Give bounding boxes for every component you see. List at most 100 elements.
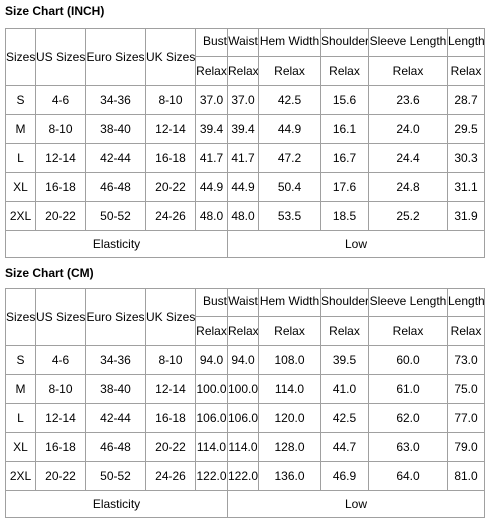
- cell: 42-44: [85, 403, 146, 433]
- cell: 28.7: [447, 85, 485, 115]
- fit-label: Relax: [447, 316, 485, 346]
- cell: 42.5: [258, 85, 321, 115]
- cell: 2XL: [5, 201, 36, 231]
- cell: 136.0: [258, 461, 321, 491]
- cell: M: [5, 374, 36, 404]
- footer-row: Elasticity Low: [5, 490, 485, 518]
- cell: 24.4: [368, 143, 448, 173]
- cell: 128.0: [258, 432, 321, 462]
- measure-header: Hem Width: [258, 28, 321, 57]
- measure-header: Sleeve Length: [368, 288, 448, 317]
- cell: 41.7: [195, 143, 228, 173]
- cell: 50.4: [258, 172, 321, 202]
- measure-header: Length: [447, 28, 485, 57]
- size-header: Euro Sizes: [85, 288, 146, 346]
- cell: 20-22: [35, 461, 86, 491]
- cell: 38-40: [85, 114, 146, 144]
- measure-header: Shoulder: [320, 288, 369, 317]
- cell: 18.5: [320, 201, 369, 231]
- cell: 4-6: [35, 345, 86, 375]
- cell: 12-14: [145, 374, 196, 404]
- cell: 50-52: [85, 461, 146, 491]
- footer-label: Elasticity: [5, 490, 228, 518]
- fit-label: Relax: [195, 56, 228, 86]
- cell: 44.7: [320, 432, 369, 462]
- cell: 79.0: [447, 432, 485, 462]
- cell: 37.0: [227, 85, 259, 115]
- measure-header: Bust: [195, 28, 228, 57]
- cell: 25.2: [368, 201, 448, 231]
- cell: 46.9: [320, 461, 369, 491]
- cell: 37.0: [195, 85, 228, 115]
- cell: 24-26: [145, 461, 196, 491]
- data-row: L 12-14 42-44 16-18 41.7 41.7 47.2 16.7 24.4 30.3: [5, 143, 485, 173]
- cell: 17.6: [320, 172, 369, 202]
- cell: 8-10: [35, 374, 86, 404]
- cell: 46-48: [85, 172, 146, 202]
- cell: L: [5, 403, 36, 433]
- size-header: Sizes: [5, 288, 36, 346]
- cell: 38-40: [85, 374, 146, 404]
- fit-label: Relax: [447, 56, 485, 86]
- cell: 39.5: [320, 345, 369, 375]
- cell: 46-48: [85, 432, 146, 462]
- cell: 30.3: [447, 143, 485, 173]
- header-row: Sizes US Sizes Euro Sizes UK Sizes Bust Waist…: [5, 288, 485, 346]
- footer-row: Elasticity Low: [5, 230, 485, 258]
- cell: 44.9: [227, 172, 259, 202]
- cell: 39.4: [195, 114, 228, 144]
- fit-label: Relax: [195, 316, 228, 346]
- section-title: Size Chart (CM): [5, 266, 94, 280]
- fit-label: Relax: [320, 56, 369, 86]
- cell: 42.5: [320, 403, 369, 433]
- cell: 34-36: [85, 345, 146, 375]
- fit-label: Relax: [368, 316, 448, 346]
- cell: 106.0: [195, 403, 228, 433]
- data-row: 2XL 20-22 50-52 24-26 48.0 48.0 53.5 18.5 25.2 31…: [5, 201, 485, 231]
- cell: 62.0: [368, 403, 448, 433]
- footer-value: Low: [227, 490, 485, 518]
- cell: 12-14: [35, 143, 86, 173]
- footer-value: Low: [227, 230, 485, 258]
- cell: 31.1: [447, 172, 485, 202]
- cell: 4-6: [35, 85, 86, 115]
- cell: 20-22: [145, 172, 196, 202]
- table-body: Sizes US Sizes Euro Sizes UK Sizes Bust Waist…: [5, 28, 485, 258]
- measure-header: Waist: [227, 28, 259, 57]
- measure-header: Bust: [195, 288, 228, 317]
- measure-header: Sleeve Length: [368, 28, 448, 57]
- cell: 122.0: [227, 461, 259, 491]
- section-title: Size Chart (INCH): [5, 4, 105, 18]
- fit-label: Relax: [258, 56, 321, 86]
- cell: 48.0: [227, 201, 259, 231]
- cell: 29.5: [447, 114, 485, 144]
- size-header: US Sizes: [35, 28, 86, 86]
- cell: 48.0: [195, 201, 228, 231]
- cell: 34-36: [85, 85, 146, 115]
- cell: 100.0: [195, 374, 228, 404]
- cell: XL: [5, 172, 36, 202]
- data-row: M 8-10 38-40 12-14 100.0 100.0 114.0 41.0 61.0 75…: [5, 374, 485, 404]
- cell: 16-18: [35, 172, 86, 202]
- cell: M: [5, 114, 36, 144]
- size-table: Sizes US Sizes Euro Sizes UK Sizes Bust Waist…: [5, 288, 485, 518]
- cell: 47.2: [258, 143, 321, 173]
- cell: 114.0: [258, 374, 321, 404]
- cell: 94.0: [227, 345, 259, 375]
- fit-row: Relax Relax Relax Relax Relax Relax: [6, 316, 485, 346]
- fit-label: Relax: [227, 56, 259, 86]
- data-row: XL 16-18 46-48 20-22 114.0 114.0 128.0 44.7 63.0…: [5, 432, 485, 462]
- cell: 100.0: [227, 374, 259, 404]
- cell: 16.7: [320, 143, 369, 173]
- measure-header: Waist: [227, 288, 259, 317]
- size-header: US Sizes: [35, 288, 86, 346]
- cell: 41.0: [320, 374, 369, 404]
- cell: 63.0: [368, 432, 448, 462]
- cell: 12-14: [145, 114, 196, 144]
- cell: 73.0: [447, 345, 485, 375]
- cell: 64.0: [368, 461, 448, 491]
- data-row: XL 16-18 46-48 20-22 44.9 44.9 50.4 17.6 24.8 31.…: [5, 172, 485, 202]
- cell: 12-14: [35, 403, 86, 433]
- fit-label: Relax: [227, 316, 259, 346]
- cell: 20-22: [145, 432, 196, 462]
